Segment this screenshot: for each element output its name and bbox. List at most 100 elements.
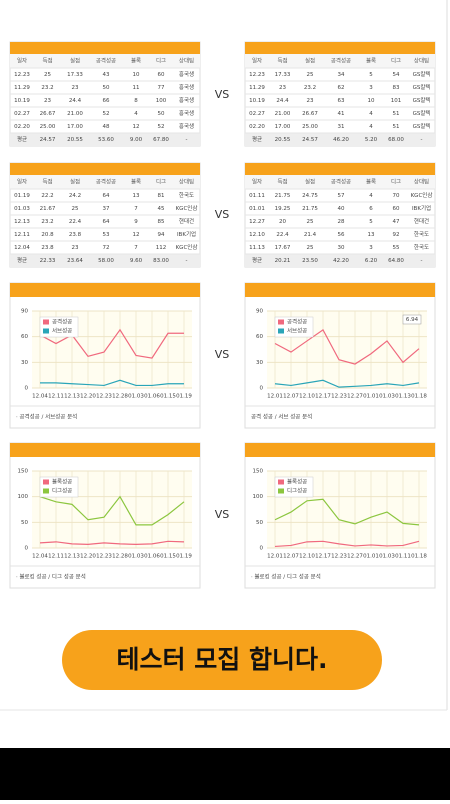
- table-cell: GS칼텍: [413, 109, 431, 117]
- x-tick-label: 12.23: [96, 394, 112, 400]
- table-cell: 5.20: [365, 137, 378, 143]
- vs-label: VS: [215, 508, 230, 521]
- table-cell: 21.67: [40, 206, 56, 212]
- table-cell: 흥국생: [179, 122, 194, 130]
- x-tick-label: 01.19: [176, 554, 192, 560]
- table-cell: 63: [338, 98, 345, 104]
- table-cell: 22.4: [69, 219, 82, 225]
- table-cell: 5: [369, 72, 373, 78]
- table-cell: 12.13: [14, 219, 30, 225]
- table-cell: 17.67: [275, 245, 291, 251]
- x-tick-label: 01.19: [176, 394, 192, 400]
- x-tick-label: 01.13: [395, 394, 411, 400]
- table-cell: 4: [369, 124, 373, 130]
- table-cell: 25: [307, 72, 314, 78]
- table-cell: 20.21: [275, 258, 291, 264]
- table-header-cell: 실점: [70, 178, 80, 186]
- y-tick-label: 150: [18, 469, 29, 475]
- table-header-cell: 일자: [252, 178, 262, 186]
- table-header-bar: [10, 42, 200, 54]
- table-cell: 3: [369, 245, 373, 251]
- table-cell: 92: [393, 232, 400, 238]
- table-cell: 55: [393, 245, 400, 251]
- table-header-cell: 공격성공: [331, 178, 351, 186]
- table-head-row: [10, 175, 200, 189]
- table-cell: 17.33: [275, 72, 291, 78]
- table-header-cell: 실점: [305, 57, 315, 65]
- x-tick-label: 01.06: [144, 554, 160, 560]
- table-header-bar: [245, 163, 435, 175]
- table-cell: 47: [393, 219, 400, 225]
- table-cell: KGC인삼: [411, 191, 433, 199]
- table-cell: 4: [134, 111, 138, 117]
- table-cell: 12.04: [14, 245, 30, 251]
- table-header-bar: [245, 42, 435, 54]
- x-tick-label: 12.04: [32, 394, 48, 400]
- table-cell: 12: [133, 232, 140, 238]
- y-tick-label: 150: [253, 469, 264, 475]
- legend-swatch: [43, 328, 49, 334]
- table-cell: 46.20: [333, 137, 349, 143]
- table-header-cell: 득점: [42, 179, 52, 186]
- y-tick-label: 90: [256, 309, 263, 315]
- table-cell: 24.2: [69, 193, 81, 199]
- table-cell: 72: [103, 245, 110, 251]
- table-cell: 50: [158, 111, 165, 117]
- recruit-button[interactable]: [62, 630, 382, 690]
- y-tick-label: 100: [253, 494, 264, 500]
- table-cell: 68.00: [388, 137, 404, 143]
- tooltip-box: [402, 314, 422, 325]
- table-cell: 53.60: [98, 137, 114, 143]
- table-cell: 26.67: [40, 111, 56, 117]
- legend-label: 디그성공: [52, 487, 72, 495]
- table-cell: 22.4: [276, 232, 289, 238]
- vs-label: VS: [215, 348, 230, 361]
- table-header-cell: 일자: [17, 178, 27, 186]
- table-header-cell: 일자: [17, 57, 27, 65]
- table-cell: 17.00: [275, 124, 291, 130]
- table-cell: 54: [393, 72, 400, 78]
- vs-label: VS: [215, 208, 230, 221]
- table-cell: 94: [158, 232, 165, 238]
- x-tick-label: 01.11: [395, 554, 411, 560]
- table-cell: 12: [133, 124, 140, 130]
- table-cell: 7: [134, 206, 138, 212]
- series-line: [39, 540, 185, 546]
- table-cell: 20.8: [41, 232, 54, 238]
- table-cell: 23.8: [41, 245, 54, 251]
- table-cell: 흥국생: [179, 83, 194, 91]
- table-cell: IBK기업: [412, 204, 431, 212]
- table-cell: 01.01: [249, 206, 265, 212]
- chart-footer: · 공격성공 / 서브성공 분석: [16, 413, 77, 421]
- x-tick-label: 12.17: [315, 394, 331, 400]
- series-line: [39, 328, 184, 359]
- table-cell: 24.4: [276, 98, 289, 104]
- table-cell: 51: [393, 111, 400, 117]
- table-cell: 21.75: [275, 193, 291, 199]
- table-header-cell: 블록: [366, 58, 376, 65]
- table-cell: 4: [369, 193, 373, 199]
- table-cell: 흥국생: [179, 96, 194, 104]
- table-cell: 23: [279, 85, 286, 91]
- table-header-cell: 공격성공: [96, 178, 116, 186]
- table-cell: 58.00: [98, 258, 114, 264]
- table-cell: 77: [158, 85, 165, 91]
- x-tick-label: 12.27: [347, 554, 363, 560]
- table-cell: -: [421, 258, 423, 264]
- table-avg-row: [10, 254, 200, 267]
- x-tick-label: 01.18: [411, 554, 427, 560]
- table-cell: 4: [369, 111, 373, 117]
- table-cell: 02.27: [249, 111, 265, 117]
- table-header-cell: 디그: [391, 57, 401, 65]
- recruit-button-label[interactable]: 테스터 모집 합니다.: [117, 645, 328, 674]
- chart-footer: 공격 성공 / 서브 성공 분석: [251, 413, 312, 421]
- legend-swatch: [43, 479, 49, 485]
- table-cell: 51: [393, 124, 400, 130]
- table-cell: 17.00: [67, 124, 83, 130]
- table-cell: 40: [338, 206, 345, 212]
- table-cell: 5: [369, 219, 373, 225]
- x-tick-label: 12.23: [96, 554, 112, 560]
- table-header-cell: 디그: [391, 178, 401, 186]
- table-cell: 12.23: [249, 72, 265, 78]
